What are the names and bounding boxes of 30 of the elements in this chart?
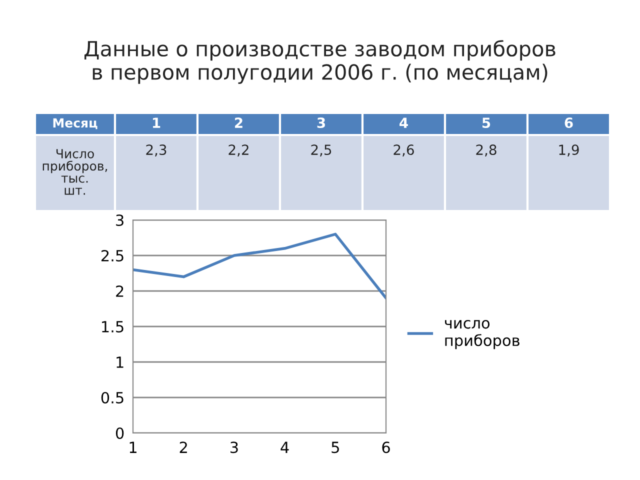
x-tick-label: 3	[230, 442, 238, 454]
text: 2	[235, 118, 242, 128]
chart-title: Данные о производстве заводом приборов в первом полугодии 2006 г. (по месяцам)	[84, 40, 556, 84]
text: 2,3	[146, 144, 166, 156]
text: 5	[482, 118, 490, 128]
line-series	[133, 232, 386, 300]
text: 1	[152, 118, 160, 128]
y-tick-label: 0	[116, 427, 124, 440]
text: 4	[400, 118, 408, 128]
x-tick-label: 4	[280, 442, 289, 453]
y-tick-label: 2.5	[101, 250, 124, 262]
text: 3	[317, 118, 325, 128]
text: Число приборов, тыс. шт.	[42, 149, 108, 195]
text: Месяц	[53, 118, 98, 130]
x-tick-label: 2	[180, 442, 187, 453]
x-tick-label: 6	[382, 442, 390, 454]
y-tick-label: 1.5	[102, 321, 124, 333]
legend-label: число приборов	[445, 320, 520, 350]
text: 2,8	[476, 144, 496, 156]
text: 2,6	[394, 144, 414, 156]
y-tick-label: 2	[116, 285, 124, 297]
x-tick-label: 1	[130, 442, 136, 453]
text: 1,9	[559, 144, 579, 156]
text: 6	[564, 118, 573, 128]
y-tick-label: 1	[116, 356, 124, 368]
text: 2,5	[311, 144, 332, 156]
text: 2,2	[228, 144, 248, 156]
y-tick-label: 3	[116, 214, 124, 226]
y-tick-label: 0.5	[101, 392, 124, 404]
x-tick-label: 5	[332, 442, 339, 454]
